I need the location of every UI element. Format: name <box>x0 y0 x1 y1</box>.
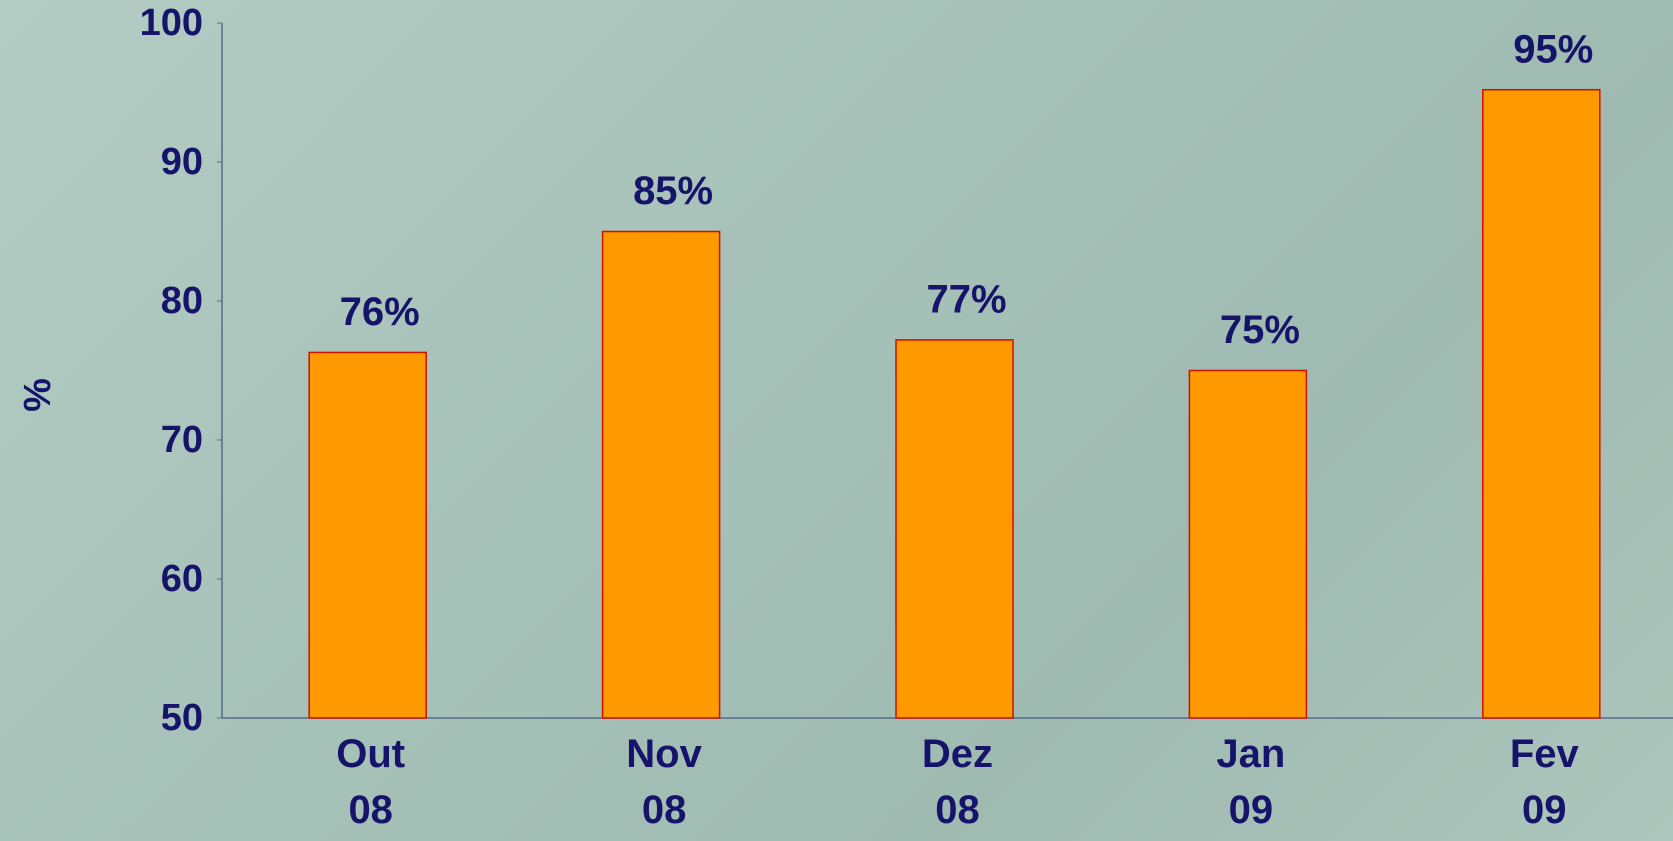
x-tick-label: Fev 09 <box>1484 726 1604 838</box>
y-tick-label: 100 <box>140 2 203 44</box>
bar <box>309 352 426 718</box>
x-tick-label: Nov 08 <box>604 726 724 838</box>
chart: % 50 60 70 80 90 100 76% 85% 77% 75% 95% <box>0 0 1673 841</box>
x-tick-label: Jan 09 <box>1191 726 1311 838</box>
y-tick-label: 70 <box>161 419 203 461</box>
y-axis-title: % <box>17 378 59 412</box>
y-tick-label: 80 <box>161 280 203 322</box>
bar <box>1483 90 1600 718</box>
bar <box>896 340 1013 718</box>
x-tick-label: Dez 08 <box>898 726 1018 838</box>
y-tick-label: 60 <box>161 558 203 600</box>
value-label: 76% <box>340 290 420 334</box>
value-label: 77% <box>926 277 1006 321</box>
y-tick-label: 90 <box>161 141 203 183</box>
x-tick-label: Out 08 <box>311 726 431 838</box>
chart-area: % 50 60 70 80 90 100 76% 85% 77% 75% 95% Out 08 Nov… <box>0 0 1673 841</box>
bar <box>603 232 720 719</box>
y-tick-label: 50 <box>161 697 203 739</box>
bar <box>1189 371 1306 719</box>
value-label: 85% <box>633 169 713 213</box>
value-label: 75% <box>1220 308 1300 352</box>
value-label: 95% <box>1513 27 1593 71</box>
